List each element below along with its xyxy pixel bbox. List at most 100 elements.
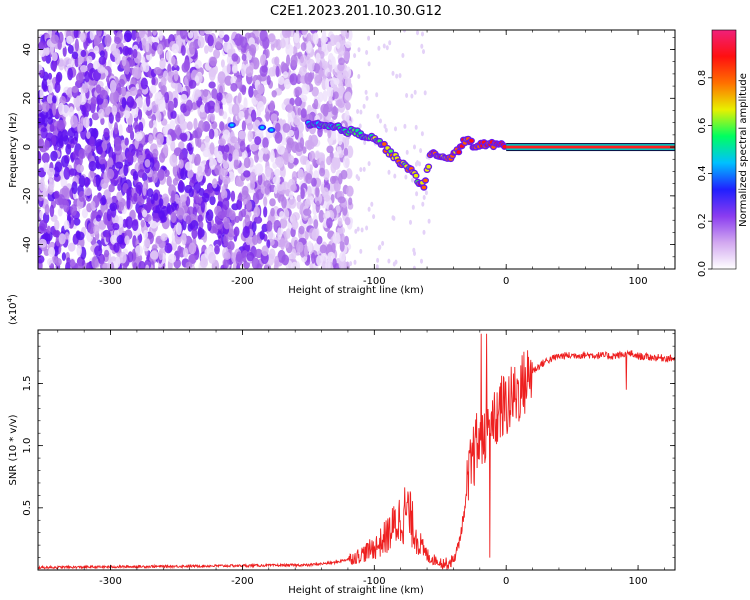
spectrogram-noise-cell bbox=[63, 57, 72, 67]
spectrogram-noise-cell bbox=[164, 243, 173, 254]
spectrogram-noise-cell bbox=[291, 212, 300, 221]
spectrogram-noise-cell bbox=[225, 93, 233, 104]
spectrogram-noise-cell bbox=[274, 56, 280, 66]
spectrogram-noise-cell bbox=[307, 58, 316, 72]
spectrogram-noise-cell bbox=[224, 144, 230, 153]
spectrogram-noise-cell bbox=[142, 183, 147, 196]
spectrogram-noise-cell bbox=[179, 114, 185, 125]
spectrogram-noise-cell bbox=[124, 235, 130, 245]
spectrogram-noise-cell bbox=[322, 90, 328, 102]
spectrogram-noise-cell bbox=[122, 261, 128, 269]
spectrogram-noise-cell bbox=[53, 190, 60, 199]
spectrogram-noise-cell bbox=[234, 33, 243, 46]
spectrogram-noise-cell bbox=[204, 102, 211, 114]
spectrogram-noise-cell bbox=[335, 41, 341, 49]
spectrogram-noise-cell bbox=[52, 103, 57, 116]
spectrogram-frame bbox=[37, 29, 676, 270]
spectrogram-noise-cell bbox=[230, 190, 236, 202]
spectrogram-noise-cell bbox=[107, 196, 113, 205]
spectrogram-noise-cell bbox=[50, 34, 60, 44]
spectrogram-noise-cell bbox=[118, 78, 125, 88]
spectrogram-noise-cell bbox=[122, 45, 130, 57]
spectrogram-noise-cell bbox=[194, 59, 202, 69]
x-tick-label: -300 bbox=[99, 276, 122, 287]
spectrogram-noise-cell bbox=[338, 57, 346, 66]
spectrogram-noise-cell bbox=[178, 141, 185, 150]
spectrogram-noise-cell bbox=[263, 264, 270, 269]
spectrogram-noise-cell bbox=[151, 170, 159, 184]
spectrogram-noise-cell bbox=[333, 91, 339, 99]
spectrogram-noise-cell bbox=[343, 50, 351, 62]
spectrogram-noise-cell bbox=[326, 217, 333, 229]
spectrogram-noise-cell bbox=[135, 31, 140, 39]
spectrogram-noise-cell bbox=[114, 36, 121, 45]
spectrogram-noise-cell bbox=[244, 214, 251, 227]
spectrogram-noise-cell bbox=[181, 45, 186, 56]
spectrogram-noise-cell bbox=[243, 97, 248, 110]
spectrogram-noise-cell bbox=[137, 154, 145, 165]
spectrogram-noise-cell bbox=[281, 181, 290, 190]
spectrogram-noise-cell bbox=[243, 157, 251, 169]
spectrogram-noise-cell bbox=[82, 116, 90, 129]
spectrogram-noise-cell bbox=[282, 123, 291, 133]
spectrogram-noise-cell bbox=[251, 221, 257, 233]
x-tick-label: -100 bbox=[363, 276, 386, 287]
spectrogram-noise-cell bbox=[296, 194, 302, 202]
spectrogram-noise-cell bbox=[273, 168, 281, 177]
spectrogram-noise-cell bbox=[235, 253, 243, 266]
spectrogram-noise-cell bbox=[223, 34, 230, 43]
spectrogram-noise-cell bbox=[286, 137, 294, 146]
spectrogram-noise-cell bbox=[44, 139, 50, 151]
spectrogram-noise-cell bbox=[156, 133, 164, 146]
spectrogram-noise-cell bbox=[295, 30, 300, 38]
spectrogram-noise-cell bbox=[290, 184, 297, 192]
spectrogram-noise-cell bbox=[197, 226, 203, 240]
spectrogram-noise-cell bbox=[298, 225, 305, 235]
colorbar-tick-label: 0.2 bbox=[697, 213, 708, 229]
spectrogram-noise-cell bbox=[95, 214, 102, 222]
spectrogram-noise-cell bbox=[376, 113, 380, 119]
spectrogram-noise-cell bbox=[331, 56, 336, 69]
spectrogram-noise-cell bbox=[43, 47, 50, 57]
spectrogram-noise-cell bbox=[327, 41, 332, 53]
snr-x-label: Height of straight line (km) bbox=[288, 585, 424, 596]
spectrogram-noise-cell bbox=[353, 53, 357, 59]
spectrogram-noise-cell bbox=[127, 251, 134, 263]
spectrogram-noise-cell bbox=[179, 30, 188, 40]
spectrogram-noise-cell bbox=[387, 258, 391, 264]
spectrogram-noise-cell bbox=[54, 81, 61, 94]
spectrogram-noise-cell bbox=[392, 261, 396, 267]
spectrogram-noise-cell bbox=[186, 142, 193, 152]
spectrogram-noise-cell bbox=[199, 258, 208, 268]
spectrogram-noise-cell bbox=[191, 228, 198, 240]
spectrogram-noise-cell bbox=[86, 131, 91, 140]
spectrogram-ridge-core bbox=[413, 173, 419, 178]
spectrogram-noise-cell bbox=[288, 155, 295, 164]
spectrogram-noise-cell bbox=[313, 98, 319, 110]
colorbar-ticks: 0.0 0.2 0.4 0.6 0.8 bbox=[697, 70, 712, 277]
spectrogram-noise-cell bbox=[263, 196, 268, 207]
spectrogram-noise-cell bbox=[160, 233, 168, 242]
spectrogram-noise-cell bbox=[152, 30, 157, 36]
spectrogram-noise-cell bbox=[166, 175, 172, 187]
spectrogram-noise-cell bbox=[283, 78, 291, 90]
spectrogram-noise-cell bbox=[277, 144, 285, 155]
spectrogram-noise-cell bbox=[293, 114, 301, 126]
spectrogram-noise-cell bbox=[315, 52, 321, 64]
spectrogram-noise-cell bbox=[279, 38, 286, 49]
spectrogram-noise-cell bbox=[257, 84, 265, 95]
spectrogram-noise-cell bbox=[279, 217, 288, 229]
spectrogram-noise-cell bbox=[290, 261, 299, 269]
spectrogram-noise-cell bbox=[312, 158, 317, 167]
spectrogram-noise-cell bbox=[317, 91, 324, 103]
spectrogram-noise-cell bbox=[377, 245, 381, 251]
spectrogram-noise-cell bbox=[38, 40, 45, 51]
spectrogram-noise-cell bbox=[143, 62, 150, 73]
spectrogram-noise-cell bbox=[220, 59, 225, 68]
spectrogram-noise-cell bbox=[345, 101, 351, 111]
spectrogram-noise-cell bbox=[78, 153, 83, 166]
spectrogram-noise-cell bbox=[358, 123, 362, 129]
spectrogram-noise-cell bbox=[137, 89, 142, 97]
spectrogram-noise-cell bbox=[139, 30, 145, 39]
